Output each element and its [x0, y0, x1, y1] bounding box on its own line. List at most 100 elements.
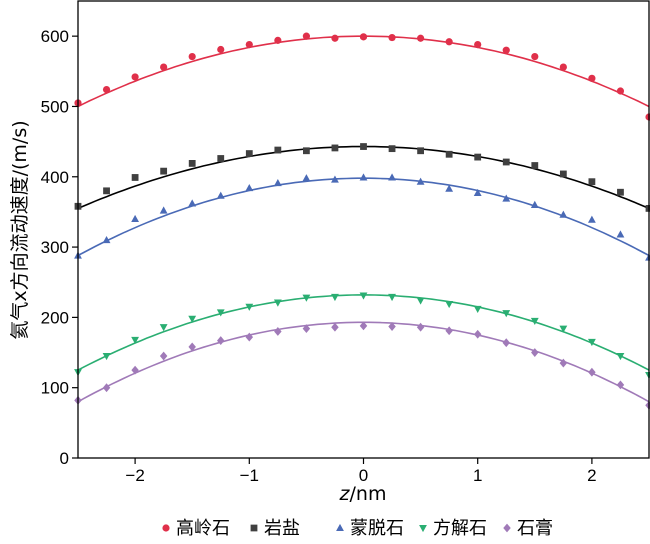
data-point	[416, 177, 425, 185]
legend-label: 岩盐	[264, 518, 300, 539]
data-point	[417, 147, 424, 155]
data-point	[530, 317, 539, 325]
data-point	[388, 293, 396, 302]
data-point	[502, 310, 511, 318]
data-point	[331, 322, 339, 332]
data-point	[245, 303, 254, 311]
data-point	[217, 45, 225, 54]
data-point	[302, 324, 311, 334]
data-point	[302, 174, 311, 182]
data-point	[274, 146, 282, 154]
data-point	[473, 329, 482, 339]
data-point	[474, 40, 482, 49]
axis-ticks	[72, 35, 593, 464]
data-point	[502, 46, 510, 54]
data-point	[159, 351, 168, 361]
data-point	[102, 383, 111, 393]
legend-label: 方解石	[433, 518, 487, 539]
x-axis-unit: /nm	[350, 483, 387, 505]
tick-labels: −2 −1 0 1 2 0 100 200 300 400 500 600	[41, 27, 597, 485]
y-tick-label: 400	[41, 168, 69, 187]
data-point	[616, 352, 625, 361]
x-tick-label: 1	[473, 466, 482, 485]
data-point	[273, 179, 282, 187]
legend-label: 高岭石	[176, 518, 230, 539]
data-point	[587, 338, 596, 347]
data-point	[302, 294, 311, 302]
data-point	[331, 34, 339, 42]
data-point	[559, 63, 567, 71]
data-point	[359, 292, 368, 300]
data-point	[474, 153, 482, 161]
data-point	[531, 52, 539, 61]
data-point	[245, 150, 253, 157]
data-point	[502, 194, 511, 202]
data-points	[74, 32, 650, 410]
data-point	[303, 147, 310, 155]
data-point	[445, 326, 453, 336]
x-tick-label: 0	[359, 466, 368, 485]
data-point	[160, 63, 168, 71]
data-point	[103, 187, 110, 195]
data-point	[188, 52, 196, 61]
data-point	[360, 143, 367, 150]
data-point	[588, 367, 596, 377]
data-point	[616, 87, 625, 95]
data-point	[273, 299, 282, 307]
y-tick-label: 300	[41, 238, 69, 257]
data-point	[416, 297, 425, 305]
data-point	[188, 160, 196, 167]
legend-label: 蒙脱石	[350, 518, 404, 539]
data-point	[588, 74, 596, 82]
data-point	[388, 145, 396, 153]
x-tick-label: −2	[125, 466, 144, 485]
x-axis-title: z/nm	[339, 483, 387, 505]
y-tick-label: 500	[41, 97, 69, 116]
data-point	[559, 170, 567, 178]
data-point	[331, 175, 339, 183]
data-point	[616, 380, 625, 390]
data-point	[274, 36, 282, 44]
data-point	[359, 33, 368, 41]
data-point	[131, 214, 140, 223]
data-point	[617, 188, 624, 196]
legend-marker	[162, 524, 170, 532]
y-tick-label: 100	[41, 379, 69, 398]
legend: 高岭石 岩盐 蒙脱石 方解石 石膏	[162, 517, 553, 539]
data-point	[245, 332, 254, 342]
data-point	[559, 325, 568, 333]
data-point	[331, 293, 339, 302]
data-point	[160, 167, 168, 175]
y-tick-label: 0	[60, 449, 69, 468]
data-point	[559, 210, 568, 218]
data-point	[102, 352, 111, 361]
data-point	[159, 206, 168, 214]
legend-marker	[250, 524, 258, 532]
data-point	[502, 158, 510, 166]
data-point	[188, 315, 197, 323]
data-point	[102, 85, 111, 94]
data-point	[445, 184, 454, 192]
data-point	[131, 365, 139, 375]
data-point	[245, 183, 254, 192]
fit-curve	[77, 35, 650, 108]
y-tick-label: 600	[41, 27, 69, 46]
x-axis-variable: z	[339, 483, 351, 505]
data-point	[416, 322, 425, 332]
data-point	[473, 188, 482, 196]
data-point	[417, 34, 425, 42]
data-point	[559, 358, 568, 368]
data-point	[302, 32, 310, 40]
data-point	[531, 348, 539, 357]
data-point	[587, 215, 596, 223]
data-point	[473, 305, 482, 314]
data-point	[388, 173, 396, 181]
data-point	[274, 327, 282, 336]
data-point	[217, 155, 225, 162]
data-point	[131, 73, 139, 81]
data-point	[531, 162, 539, 169]
data-point	[359, 173, 368, 181]
data-point	[388, 33, 396, 42]
data-point	[359, 321, 368, 331]
data-point	[131, 336, 140, 344]
